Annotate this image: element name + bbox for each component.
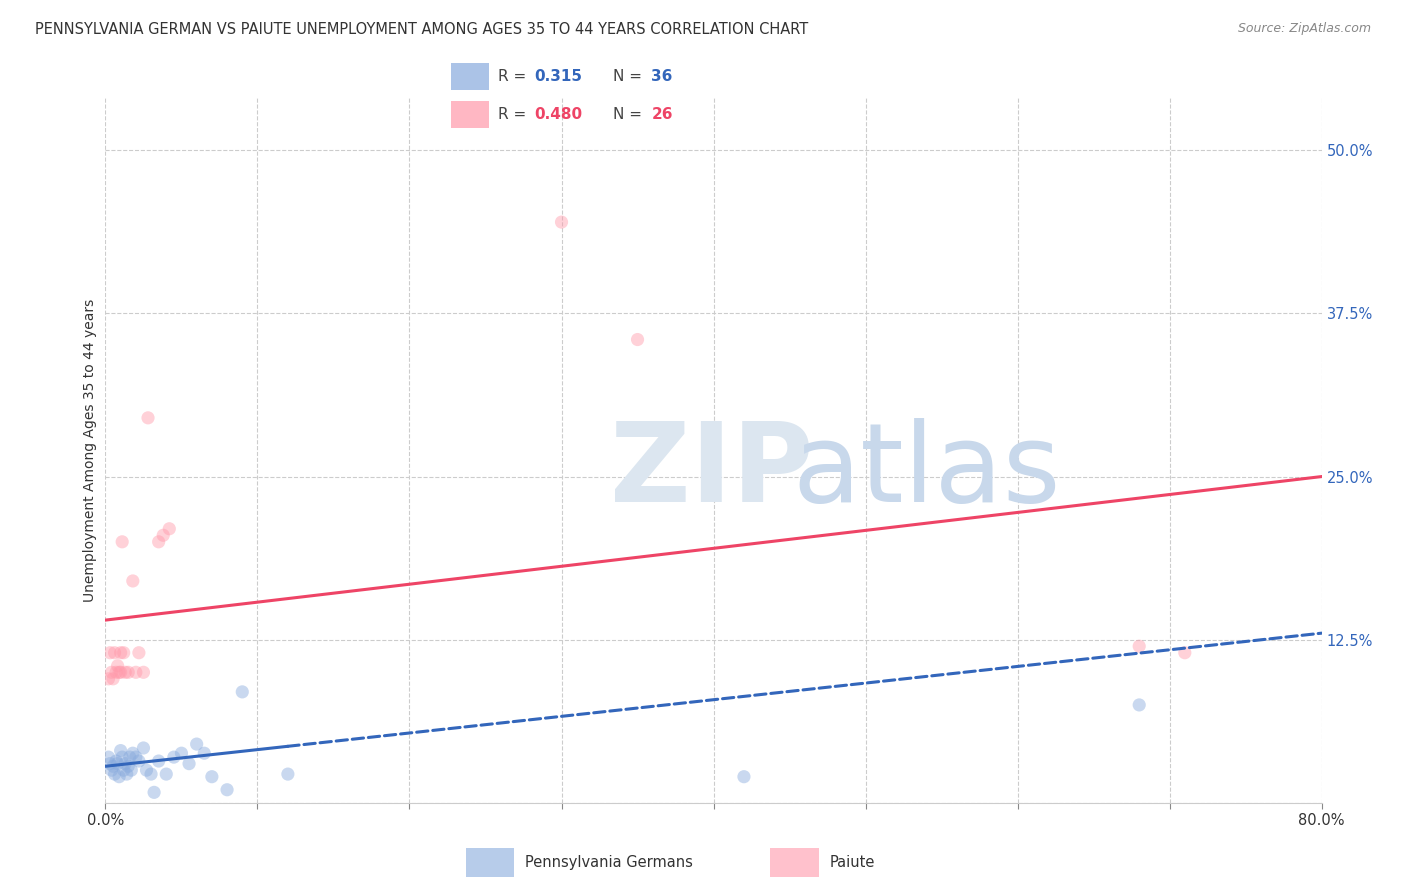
Text: ZIP: ZIP bbox=[610, 418, 814, 525]
Point bbox=[107, 756, 129, 771]
Point bbox=[100, 763, 122, 777]
Point bbox=[111, 750, 134, 764]
Point bbox=[733, 770, 755, 784]
Point bbox=[277, 767, 299, 781]
Point bbox=[118, 750, 141, 764]
Point bbox=[148, 754, 170, 768]
Point bbox=[132, 741, 155, 756]
Point bbox=[114, 756, 136, 771]
Point bbox=[105, 754, 128, 768]
Bar bbox=[465, 848, 515, 877]
Point bbox=[217, 782, 239, 797]
Bar bbox=[451, 101, 489, 128]
Text: Pennsylvania Germans: Pennsylvania Germans bbox=[524, 855, 693, 870]
Point bbox=[101, 672, 124, 686]
Text: N =: N = bbox=[613, 69, 647, 84]
Point bbox=[111, 534, 134, 549]
Point bbox=[108, 770, 131, 784]
Point bbox=[139, 767, 162, 781]
Point bbox=[163, 750, 186, 764]
Point bbox=[114, 665, 136, 680]
Point bbox=[115, 767, 138, 781]
Text: PENNSYLVANIA GERMAN VS PAIUTE UNEMPLOYMENT AMONG AGES 35 TO 44 YEARS CORRELATION: PENNSYLVANIA GERMAN VS PAIUTE UNEMPLOYME… bbox=[35, 22, 808, 37]
Point bbox=[103, 646, 125, 660]
Point bbox=[148, 534, 170, 549]
Point bbox=[120, 763, 142, 777]
Point bbox=[101, 759, 124, 773]
Point bbox=[170, 746, 193, 760]
Point bbox=[128, 754, 150, 768]
Point bbox=[112, 646, 135, 660]
Point bbox=[231, 685, 253, 699]
Bar bbox=[451, 62, 489, 90]
Point bbox=[112, 763, 135, 777]
Point bbox=[193, 746, 215, 760]
Bar bbox=[770, 848, 818, 877]
Text: R =: R = bbox=[498, 69, 531, 84]
Point bbox=[626, 333, 648, 347]
Point bbox=[105, 665, 128, 680]
Text: Source: ZipAtlas.com: Source: ZipAtlas.com bbox=[1237, 22, 1371, 36]
Point bbox=[97, 750, 120, 764]
Point bbox=[98, 756, 121, 771]
Text: 36: 36 bbox=[651, 69, 672, 84]
Point bbox=[201, 770, 224, 784]
Point bbox=[110, 665, 132, 680]
Point bbox=[1128, 698, 1150, 712]
Point bbox=[136, 410, 159, 425]
Point bbox=[132, 665, 155, 680]
Text: 26: 26 bbox=[651, 107, 672, 122]
Point bbox=[1128, 639, 1150, 653]
Text: Paiute: Paiute bbox=[830, 855, 875, 870]
Point bbox=[128, 646, 150, 660]
Point bbox=[100, 665, 122, 680]
Point bbox=[97, 672, 120, 686]
Text: 0.315: 0.315 bbox=[534, 69, 582, 84]
Point bbox=[98, 646, 121, 660]
Point bbox=[121, 746, 143, 760]
Point bbox=[177, 756, 200, 771]
Text: N =: N = bbox=[613, 107, 647, 122]
Point bbox=[1174, 646, 1197, 660]
Point bbox=[550, 215, 572, 229]
Point bbox=[117, 759, 139, 773]
Point bbox=[143, 785, 166, 799]
Text: 0.480: 0.480 bbox=[534, 107, 583, 122]
Point bbox=[108, 665, 131, 680]
Point bbox=[186, 737, 208, 751]
Point bbox=[135, 763, 157, 777]
Point bbox=[155, 767, 177, 781]
Point bbox=[125, 665, 148, 680]
Point bbox=[117, 665, 139, 680]
Point bbox=[110, 743, 132, 757]
Point bbox=[103, 767, 125, 781]
Text: R =: R = bbox=[498, 107, 531, 122]
Point bbox=[121, 574, 143, 588]
Y-axis label: Unemployment Among Ages 35 to 44 years: Unemployment Among Ages 35 to 44 years bbox=[83, 299, 97, 602]
Point bbox=[157, 522, 180, 536]
Text: atlas: atlas bbox=[793, 418, 1062, 525]
Point bbox=[107, 658, 129, 673]
Point bbox=[125, 750, 148, 764]
Point bbox=[110, 646, 132, 660]
Point bbox=[152, 528, 174, 542]
